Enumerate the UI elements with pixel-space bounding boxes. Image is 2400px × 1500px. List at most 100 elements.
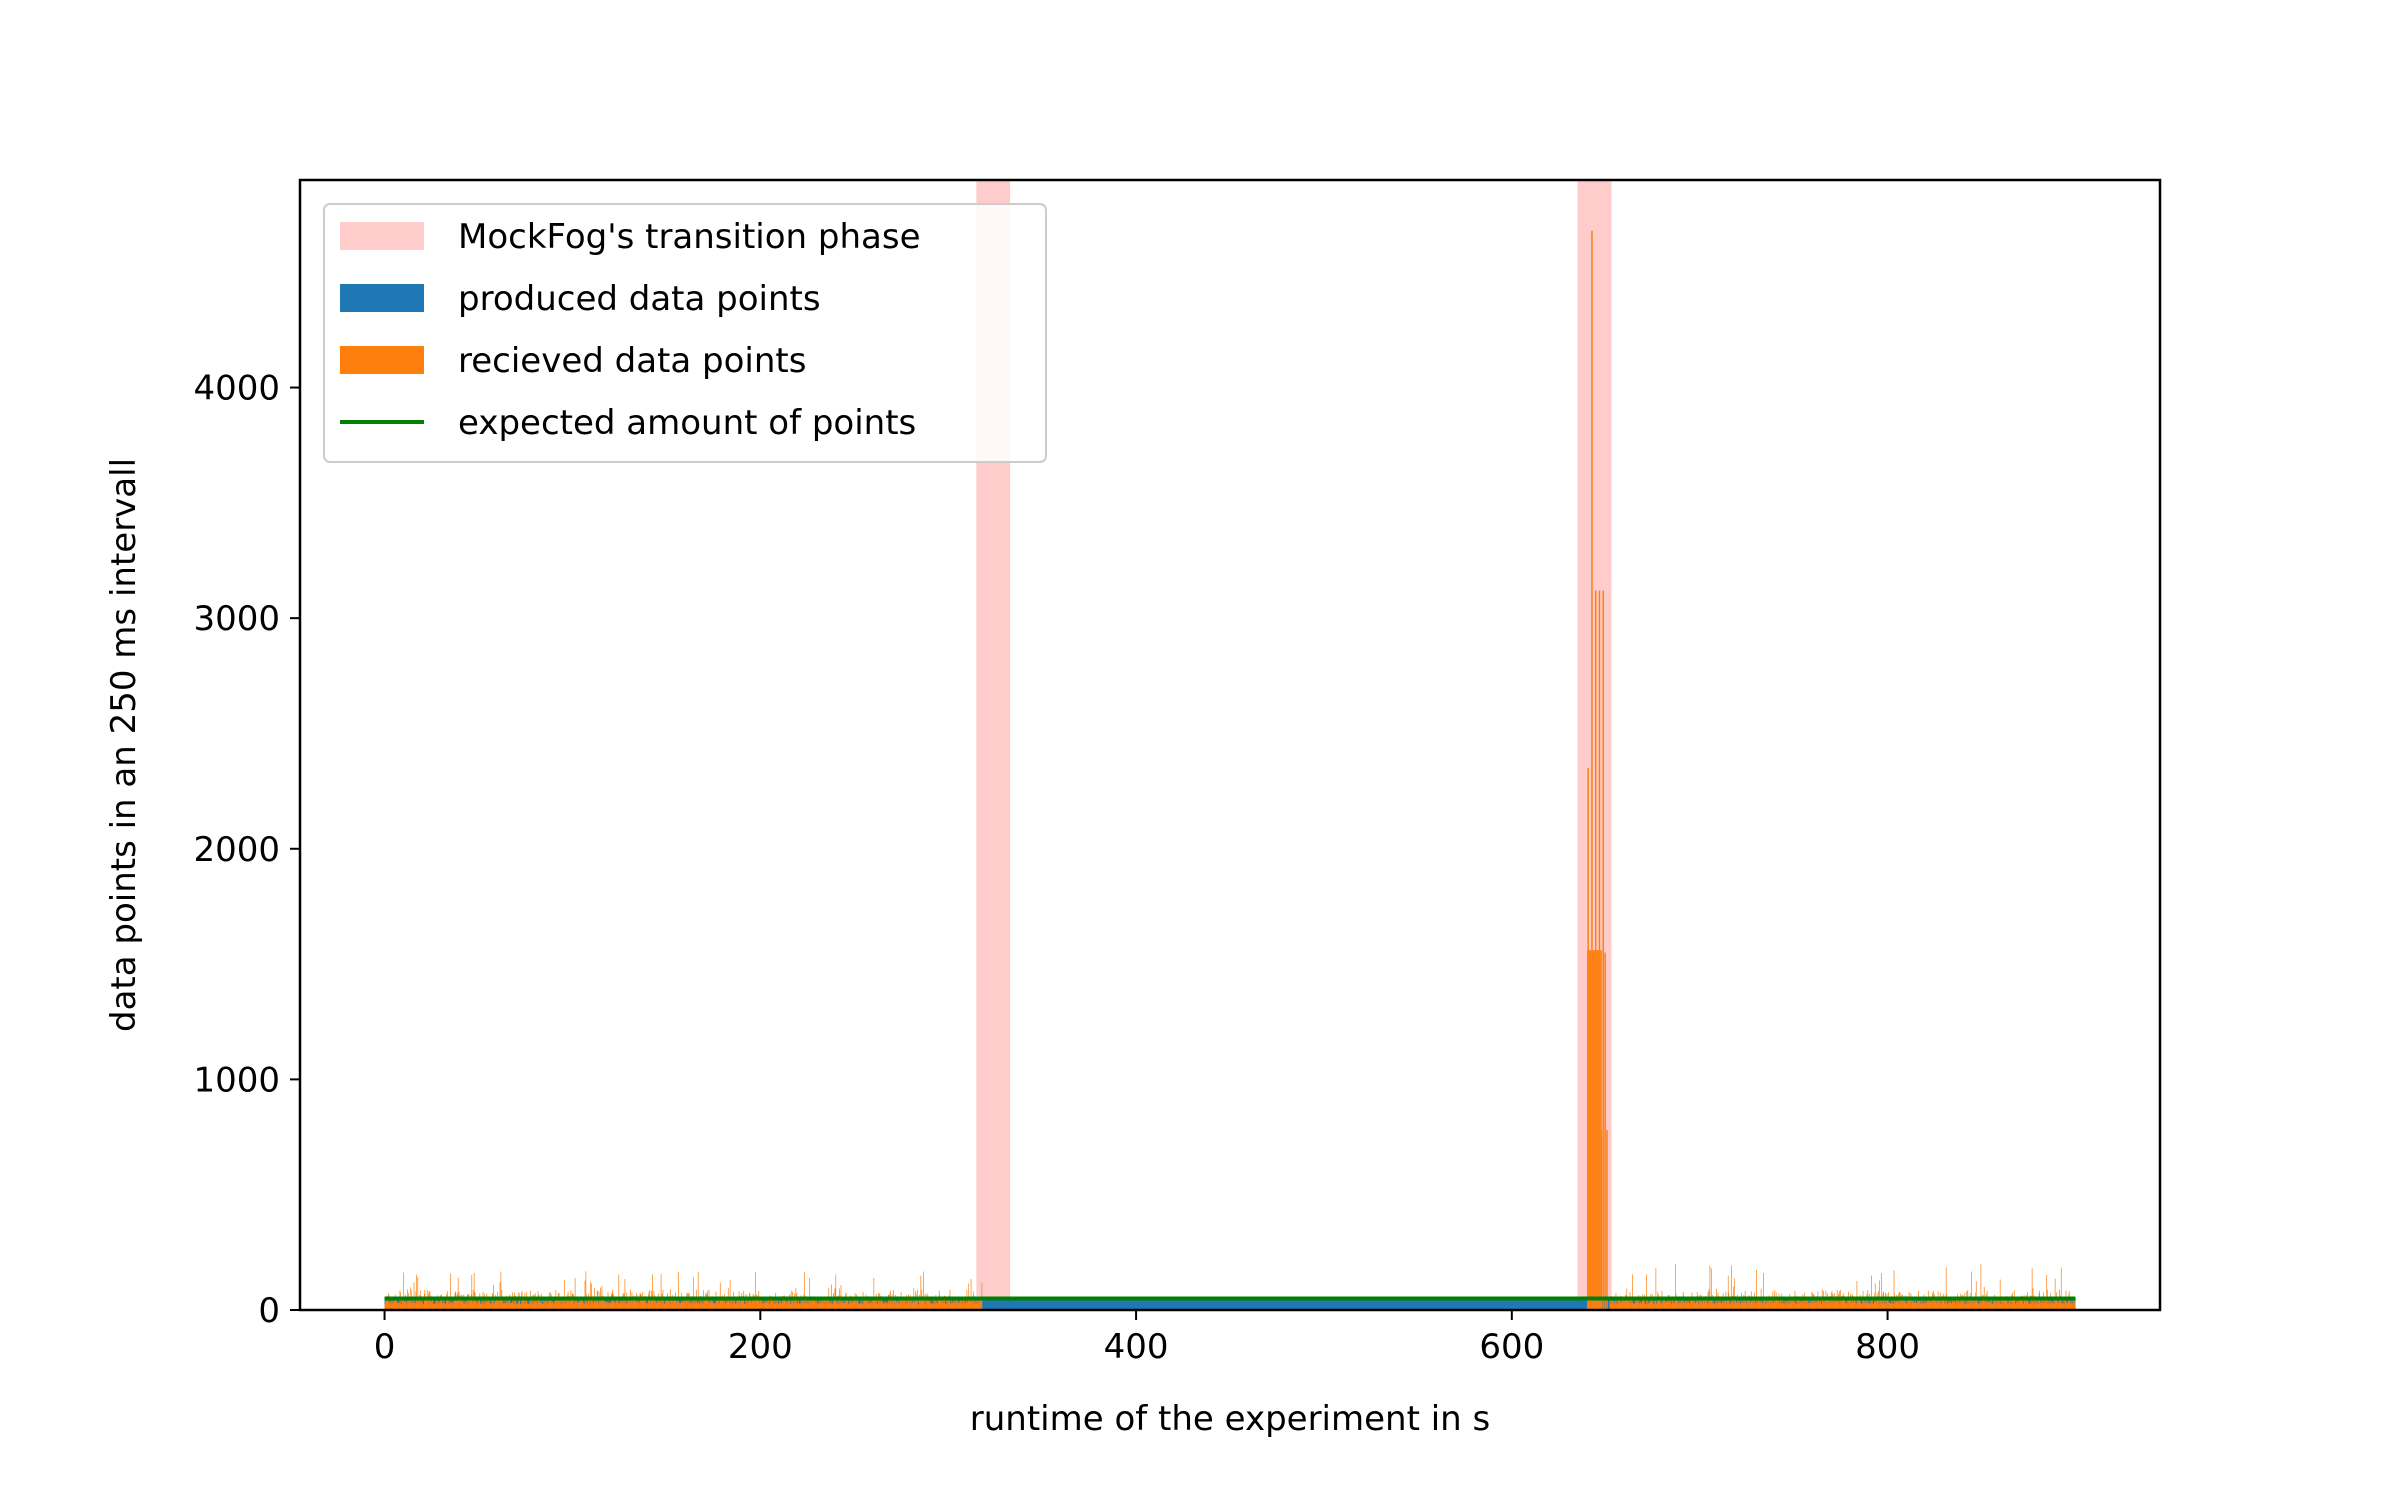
received-bar: [554, 1301, 555, 1310]
received-bar: [796, 1304, 797, 1310]
received-bar: [1671, 1304, 1672, 1310]
received-bar: [1686, 1297, 1688, 1310]
received-bar: [977, 1303, 979, 1310]
received-bar: [1645, 1304, 1646, 1310]
received-bar: [388, 1293, 390, 1310]
received-bar: [858, 1303, 859, 1310]
received-bar: [1986, 1290, 1988, 1310]
received-bar: [835, 1303, 837, 1310]
received-bar: [1948, 1304, 1950, 1310]
received-bar: [693, 1277, 694, 1310]
received-bar: [503, 1298, 505, 1310]
received-bar: [1648, 1304, 1649, 1310]
received-bar: [701, 1301, 703, 1310]
received-bar: [1874, 1292, 1876, 1310]
received-bar: [1641, 1298, 1643, 1310]
received-bar: [610, 1302, 611, 1310]
received-bar: [1729, 1303, 1730, 1310]
received-bar: [409, 1299, 411, 1310]
received-bar: [563, 1279, 565, 1310]
received-bar: [749, 1293, 751, 1310]
received-bar: [452, 1301, 453, 1310]
received-bar: [471, 1275, 473, 1310]
received-bar: [691, 1304, 692, 1310]
received-bar: [1619, 1295, 1621, 1310]
received-bar: [1813, 1295, 1815, 1310]
received-bar: [605, 1304, 607, 1310]
received-bar: [718, 1302, 720, 1310]
received-bar: [397, 1302, 398, 1310]
received-bar: [434, 1302, 436, 1310]
received-bar: [837, 1303, 839, 1310]
received-bar: [687, 1303, 689, 1310]
received-bar: [744, 1303, 746, 1310]
received-bar: [1966, 1303, 1967, 1310]
received-bar: [1997, 1298, 1999, 1310]
received-bar: [545, 1304, 547, 1310]
received-bar: [1837, 1303, 1839, 1310]
received-bar: [788, 1298, 790, 1310]
received-bar: [1989, 1303, 1991, 1310]
received-bar: [1720, 1303, 1722, 1310]
received-bar: [1954, 1298, 1955, 1310]
received-bar: [1919, 1301, 1921, 1310]
received-bar: [1633, 1303, 1634, 1310]
received-bar: [717, 1300, 718, 1310]
received-bar: [783, 1299, 785, 1310]
received-bar: [616, 1298, 618, 1310]
received-bar: [879, 1293, 880, 1310]
received-bar: [462, 1303, 464, 1310]
received-bar: [2051, 1301, 2053, 1310]
received-bar: [945, 1303, 947, 1310]
received-bar: [1782, 1298, 1784, 1310]
received-bar: [799, 1302, 801, 1310]
received-bar: [1979, 1300, 1980, 1310]
received-bar: [731, 1297, 732, 1310]
received-bar: [2012, 1296, 2014, 1310]
received-bar: [2033, 1303, 2035, 1310]
received-bar: [497, 1300, 499, 1310]
received-bar: [2068, 1291, 2070, 1310]
received-bar: [734, 1304, 736, 1310]
received-bar: [1972, 1300, 1973, 1310]
received-bar: [2069, 1300, 2071, 1310]
received-bar: [417, 1277, 419, 1310]
received-bar: [685, 1298, 687, 1310]
received-bar: [656, 1296, 658, 1310]
received-bar: [1674, 1303, 1676, 1310]
received-bar: [1653, 1301, 1655, 1310]
received-bar: [1619, 1302, 1621, 1310]
received-bar: [643, 1298, 645, 1310]
received-bar: [719, 1303, 721, 1310]
received-bar: [508, 1302, 510, 1310]
received-bar: [1903, 1299, 1904, 1310]
received-bar: [1936, 1301, 1938, 1310]
received-bar: [853, 1302, 855, 1310]
received-bar: [957, 1297, 958, 1310]
received-bar: [1609, 1301, 1611, 1310]
received-bar: [1790, 1303, 1792, 1310]
received-bar: [1873, 1303, 1875, 1310]
received-bar: [2010, 1298, 2012, 1310]
received-bar: [568, 1302, 569, 1310]
received-bar: [703, 1298, 705, 1310]
received-bar: [1773, 1297, 1775, 1310]
received-bar: [543, 1300, 545, 1310]
received-bar: [1797, 1300, 1799, 1310]
received-bar: [431, 1302, 433, 1310]
received-bar: [857, 1298, 859, 1310]
received-bar: [1676, 1298, 1677, 1310]
received-bar: [393, 1302, 395, 1310]
received-bar: [1679, 1301, 1681, 1310]
received-bar: [396, 1301, 398, 1310]
received-bar: [1810, 1303, 1811, 1310]
received-bar: [2016, 1303, 2018, 1310]
received-bar: [2015, 1304, 2017, 1310]
received-bar: [624, 1279, 626, 1310]
received-bar: [2016, 1301, 2017, 1310]
received-bar: [664, 1304, 665, 1310]
received-bar: [797, 1302, 799, 1310]
received-bar: [931, 1303, 932, 1310]
received-bar: [1842, 1295, 1844, 1310]
x-tick-label: 600: [1479, 1327, 1544, 1367]
